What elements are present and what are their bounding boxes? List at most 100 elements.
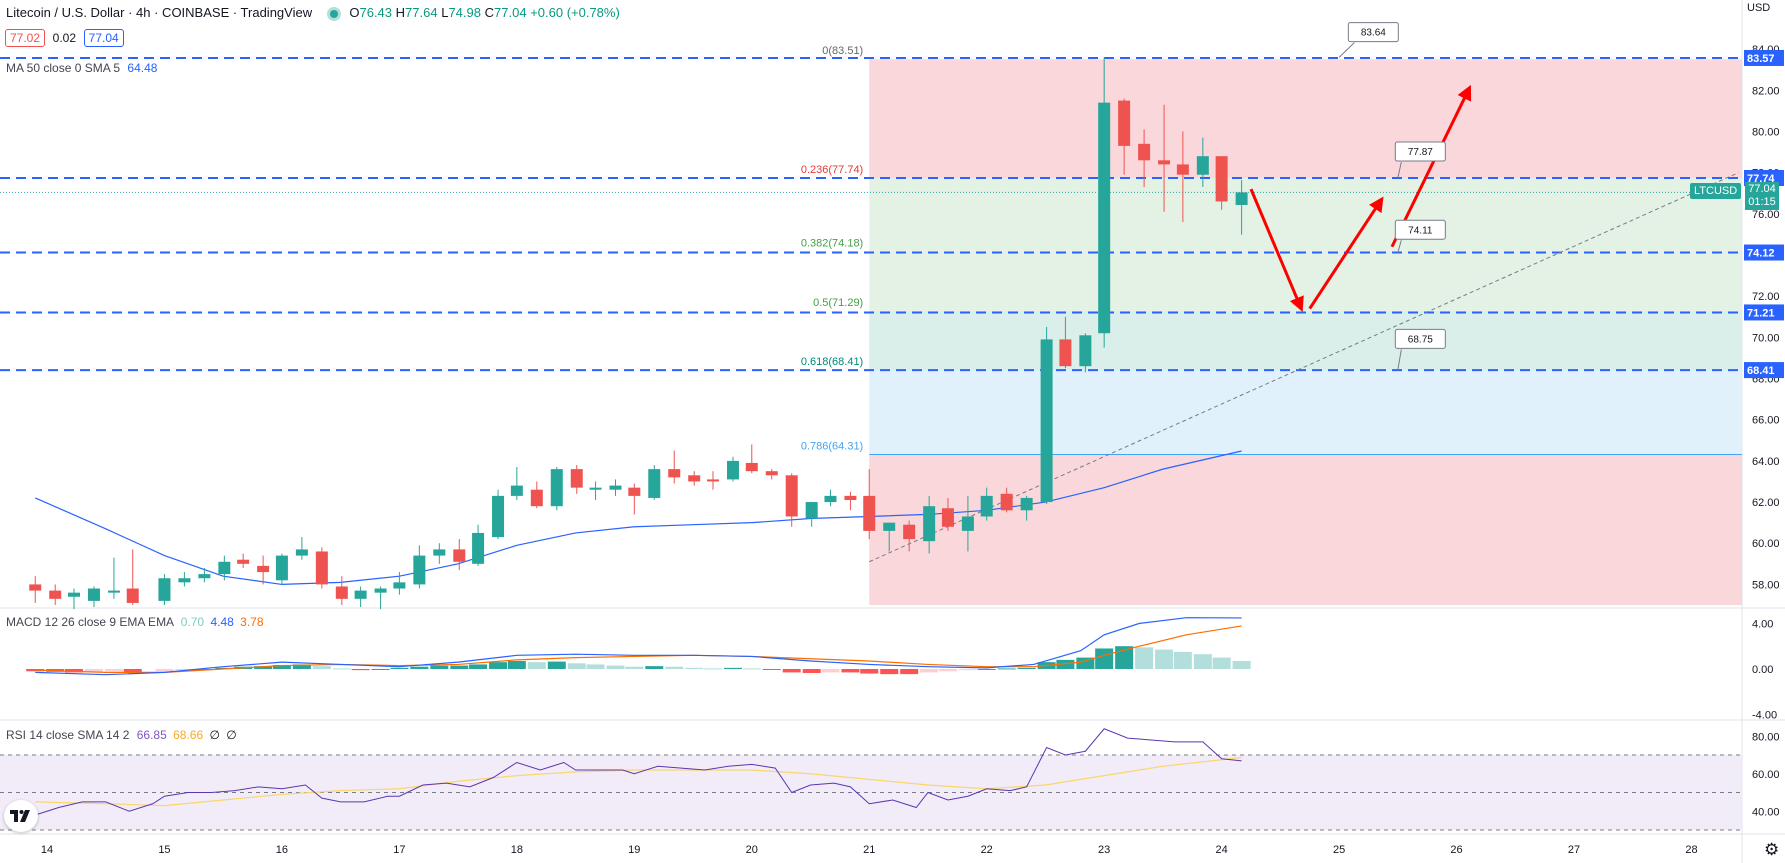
macd-histogram-bar — [841, 668, 860, 673]
rsi-axis-tick-label: 80.00 — [1752, 731, 1780, 743]
macd-histogram-bar — [742, 668, 761, 670]
callout-box — [1394, 219, 1446, 240]
candle-body — [1196, 156, 1209, 175]
macd-histogram-bar — [469, 664, 488, 669]
macd-histogram-bar — [762, 668, 781, 670]
time-axis-tick-label: 27 — [1568, 844, 1580, 856]
symbol-title[interactable]: Litecoin / U.S. Dollar · 4h · COINBASE ·… — [6, 5, 313, 20]
macd-histogram-bar — [272, 665, 291, 669]
candle-body — [87, 588, 100, 601]
candle-body — [844, 495, 857, 500]
macd-legend[interactable]: MACD 12 26 close 9 EMA EMA 0.70 4.48 3.7… — [6, 615, 264, 629]
rsi-sma-value: 68.66 — [173, 728, 204, 742]
candle-body — [257, 565, 270, 573]
macd-histogram-bar — [390, 667, 409, 669]
candle-body — [1176, 164, 1189, 175]
ohlc-high: 77.64 — [405, 5, 438, 20]
ma-legend[interactable]: MA 50 close 0 SMA 5 64.48 — [6, 61, 157, 75]
time-axis-tick-label: 14 — [41, 844, 53, 856]
macd-histogram-bar — [104, 668, 123, 672]
ohlc-low-label: L — [441, 5, 449, 20]
time-axis-tick-label: 15 — [158, 844, 170, 856]
macd-histogram-bar — [645, 666, 664, 669]
fib-zone — [869, 59, 1742, 178]
candle-body — [941, 508, 954, 527]
candle-body — [726, 460, 739, 480]
macd-histogram-bar — [527, 662, 546, 669]
ohlc-open: 76.43 — [359, 5, 393, 20]
price-axis-tick-label: 70.00 — [1752, 332, 1780, 344]
macd-histogram-bar — [254, 666, 273, 669]
macd-histogram-bar — [351, 668, 370, 671]
candle-body — [961, 516, 974, 531]
price-axis-level-label: 83.57 — [1747, 53, 1775, 65]
price-axis-level-tag — [1744, 244, 1784, 261]
rsi-axis-tick-label: 60.00 — [1752, 769, 1780, 781]
candle-body — [688, 475, 701, 482]
price-tag: LTCUSD 77.04 01:15 — [1690, 182, 1779, 210]
spread-value: 0.02 — [52, 31, 77, 45]
fib-level-label: 0.786(64.31) — [801, 441, 863, 453]
candle-body — [570, 469, 583, 488]
candle-body — [745, 462, 758, 472]
price-axis-level-label: 74.12 — [1747, 248, 1775, 260]
macd-histogram-bar — [900, 668, 919, 675]
macd-histogram-bar — [84, 668, 103, 672]
price-tag-price: 77.04 — [1748, 183, 1776, 195]
macd-histogram-bar — [489, 662, 508, 669]
candle-body — [374, 588, 387, 593]
buy-price-button[interactable]: 77.04 — [83, 29, 124, 47]
callout-pointer — [1338, 42, 1355, 58]
macd-histogram-bar — [1173, 651, 1192, 669]
candle-body — [1020, 497, 1033, 511]
candle-body — [1158, 160, 1171, 165]
price-axis-level-label: 71.21 — [1747, 307, 1775, 319]
macd-histogram-bar — [1135, 647, 1154, 669]
price-axis-tick-label: 62.00 — [1752, 497, 1780, 509]
macd-histogram-bar — [586, 664, 605, 669]
callout-label: 68.75 — [1408, 334, 1433, 345]
time-axis-tick-label: 26 — [1450, 844, 1462, 856]
candle-body — [237, 559, 250, 564]
candle-body — [1040, 339, 1053, 503]
callout-pointer — [1397, 349, 1402, 371]
macd-histogram-bar — [938, 668, 957, 672]
macd-axis-tick-label: -4.00 — [1752, 710, 1777, 722]
bid-ask-row: 77.02 0.02 77.04 — [5, 29, 124, 47]
macd-histogram-bar — [547, 661, 566, 669]
time-axis-tick-label: 18 — [511, 844, 523, 856]
macd-histogram-bar — [450, 665, 469, 669]
price-tag-box: 77.04 01:15 — [1745, 182, 1779, 210]
candle-body — [923, 506, 936, 542]
currency-label[interactable]: USD — [1747, 2, 1770, 14]
macd-histogram-bar — [567, 663, 586, 669]
fib-level-label: 0.382(74.18) — [801, 237, 863, 249]
tradingview-logo[interactable] — [4, 800, 38, 832]
time-axis-tick-label: 16 — [276, 844, 288, 856]
ma-legend-value: 64.48 — [127, 61, 158, 75]
time-axis-tick-label: 25 — [1333, 844, 1345, 856]
macd-histogram-bar — [977, 668, 996, 670]
candle-body — [393, 582, 406, 589]
candle-body — [472, 532, 485, 564]
rsi-extra-2: ∅ — [226, 728, 237, 742]
settings-gear-icon[interactable]: ⚙ — [1764, 840, 1780, 859]
tradingview-logo-icon — [10, 810, 30, 822]
market-status-dot — [329, 9, 338, 18]
ma-legend-label: MA 50 close 0 SMA 5 — [6, 61, 121, 75]
macd-histogram-bar — [1056, 659, 1075, 669]
candle-body — [1215, 156, 1228, 202]
candle-body — [824, 495, 837, 503]
macd-axis-tick-label: 4.00 — [1752, 618, 1773, 630]
candle-body — [198, 574, 211, 579]
candle-body — [315, 551, 328, 585]
candle-body — [29, 584, 42, 591]
sell-price-button[interactable]: 77.02 — [5, 29, 46, 47]
callout-pointer — [1397, 240, 1402, 253]
rsi-legend[interactable]: RSI 14 close SMA 14 2 66.85 68.66 ∅ ∅ — [6, 728, 237, 742]
price-axis-tick-label: 58.00 — [1752, 579, 1780, 591]
price-axis-level-tag — [1744, 304, 1784, 321]
candle-body — [530, 489, 543, 507]
rsi-line — [35, 728, 1242, 816]
